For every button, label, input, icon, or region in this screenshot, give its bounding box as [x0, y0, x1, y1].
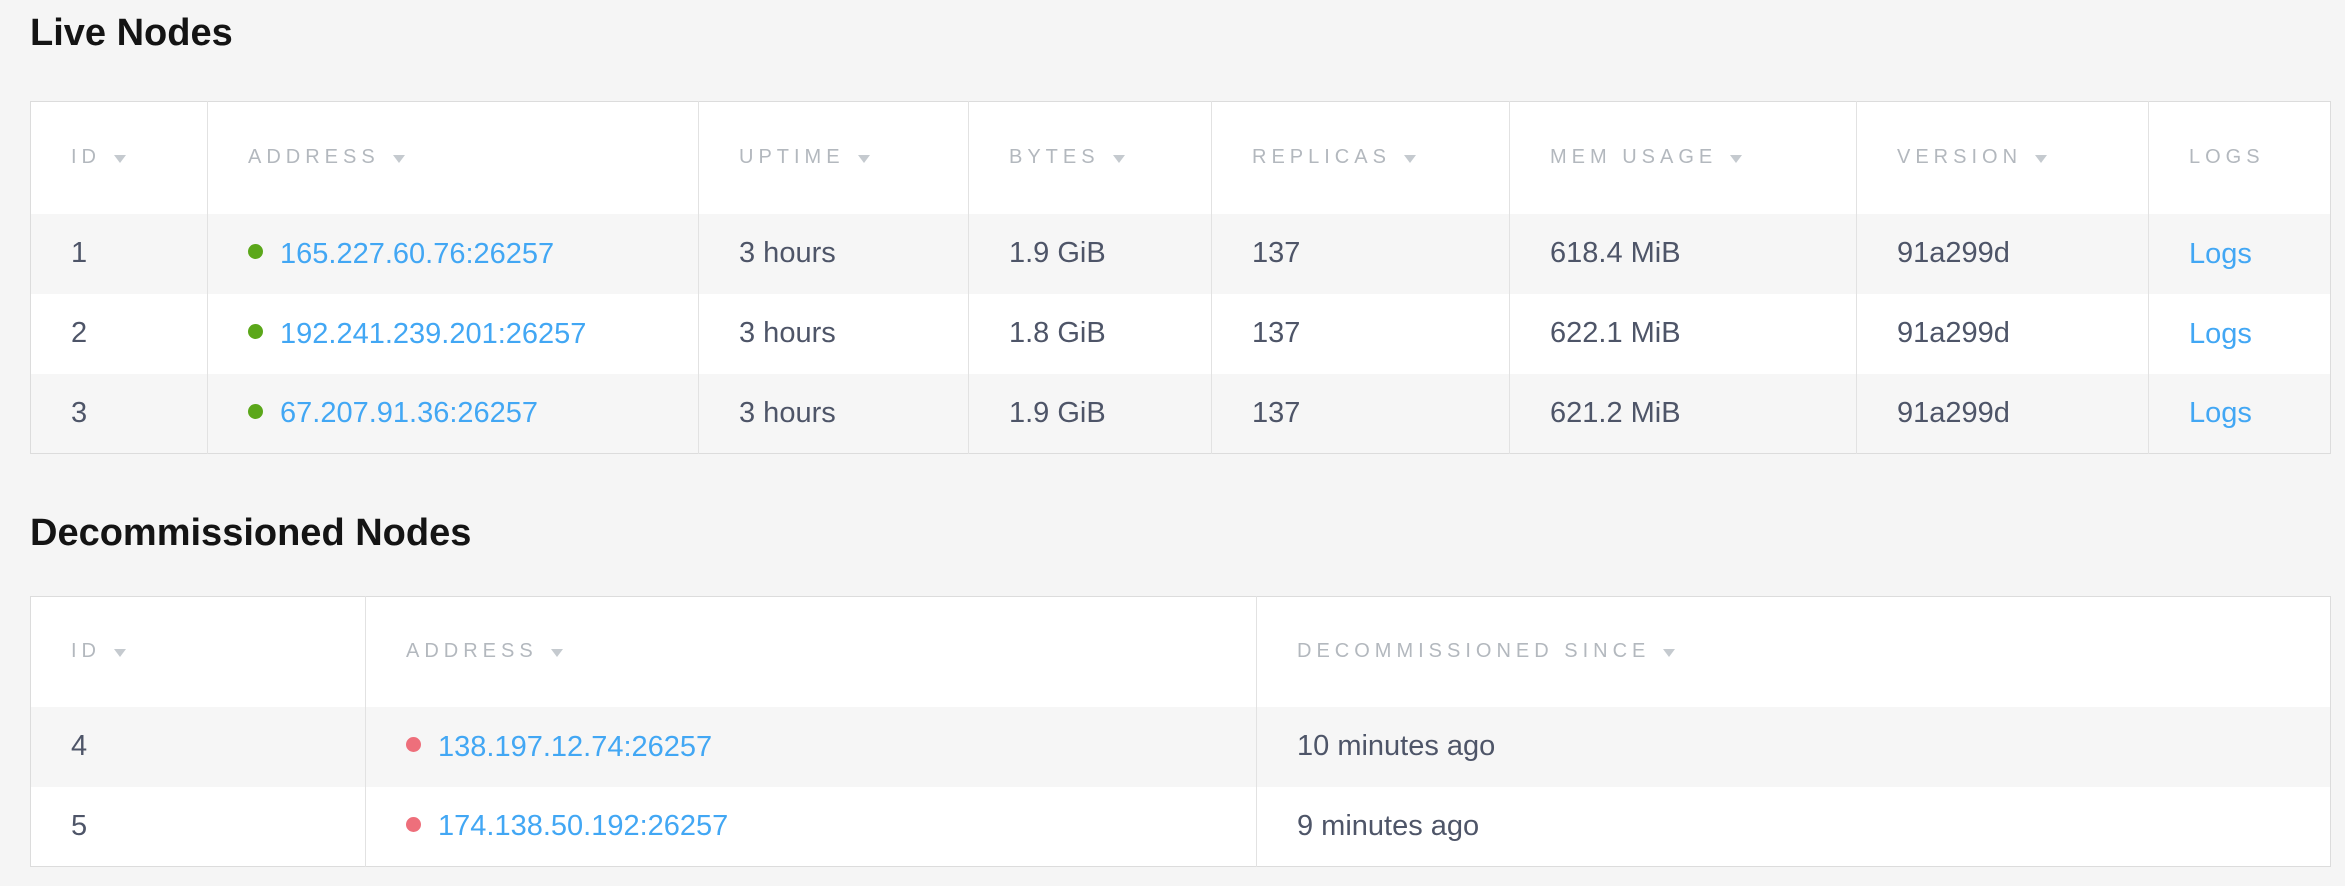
bytes-cell: 1.8 GiB	[968, 293, 1212, 374]
sort-desc-icon	[114, 154, 126, 163]
live-table-header-row: ID ADDRESS UPTIME BYTES REPLICAS MEM USA…	[30, 101, 2331, 214]
sort-desc-icon	[1730, 154, 1743, 163]
column-header-mem-usage[interactable]: MEM USAGE	[1509, 101, 1857, 214]
column-header-address[interactable]: ADDRESS	[365, 596, 1257, 707]
column-header-label: REPLICAS	[1252, 146, 1391, 169]
table-row: 4 138.197.12.74:26257 10 minutes ago	[30, 706, 2331, 787]
node-address-link[interactable]: 192.241.239.201:26257	[280, 317, 587, 350]
mem-usage-cell: 618.4 MiB	[1509, 213, 1857, 294]
live-nodes-table: ID ADDRESS UPTIME BYTES REPLICAS MEM USA…	[30, 101, 2331, 454]
uptime-cell: 3 hours	[698, 373, 969, 454]
decommissioned-nodes-table: ID ADDRESS DECOMMISSIONED SINCE 4 138.19…	[30, 596, 2331, 867]
column-header-label: ADDRESS	[406, 640, 538, 663]
column-header-id[interactable]: ID	[30, 101, 208, 214]
column-header-version[interactable]: VERSION	[1856, 101, 2149, 214]
node-id-cell: 3	[71, 396, 88, 429]
decommissioned-since-cell: 10 minutes ago	[1256, 706, 2331, 787]
node-id-cell: 5	[71, 809, 88, 842]
node-id-cell: 1	[71, 237, 88, 269]
sort-desc-icon	[1403, 154, 1416, 163]
sort-desc-icon	[1663, 648, 1676, 657]
version-cell: 91a299d	[1856, 293, 2149, 374]
table-row: 3 67.207.91.36:26257 3 hours 1.9 GiB 137…	[30, 373, 2331, 454]
column-header-uptime[interactable]: UPTIME	[698, 101, 969, 214]
sort-desc-icon	[857, 154, 870, 163]
column-header-label: VERSION	[1897, 146, 2023, 169]
sort-desc-icon	[392, 154, 405, 163]
node-address-link[interactable]: 67.207.91.36:26257	[280, 397, 539, 430]
table-row: 5 174.138.50.192:26257 9 minutes ago	[30, 786, 2331, 867]
column-header-label: ID	[71, 146, 101, 169]
decommissioned-status-dot-icon	[406, 737, 421, 753]
version-cell: 91a299d	[1856, 213, 2149, 294]
table-row: 2 192.241.239.201:26257 3 hours 1.8 GiB …	[30, 293, 2331, 374]
bytes-cell: 1.9 GiB	[968, 373, 1212, 454]
logs-link[interactable]: Logs	[2189, 317, 2252, 350]
logs-cell: Logs	[2148, 373, 2331, 454]
logs-link[interactable]: Logs	[2189, 237, 2252, 270]
node-address-link[interactable]: 165.227.60.76:26257	[280, 237, 555, 270]
node-address-cell: 192.241.239.201:26257	[207, 293, 699, 374]
column-header-label: LOGS	[2189, 146, 2265, 169]
column-header-address[interactable]: ADDRESS	[207, 101, 699, 214]
column-header-bytes[interactable]: BYTES	[968, 101, 1212, 214]
node-address-link[interactable]: 138.197.12.74:26257	[438, 730, 713, 763]
mem-usage-cell: 621.2 MiB	[1509, 373, 1857, 454]
node-address-cell: 165.227.60.76:26257	[207, 213, 699, 294]
replicas-cell: 137	[1211, 293, 1510, 374]
sort-desc-icon	[550, 648, 563, 657]
column-header-label: ID	[71, 640, 101, 663]
column-header-replicas[interactable]: REPLICAS	[1211, 101, 1510, 214]
node-address-cell: 67.207.91.36:26257	[207, 373, 699, 454]
column-header-label: UPTIME	[739, 146, 845, 169]
logs-cell: Logs	[2148, 213, 2331, 294]
column-header-label: ADDRESS	[248, 146, 380, 169]
sort-desc-icon	[114, 648, 126, 657]
column-header-id[interactable]: ID	[30, 596, 366, 707]
live-nodes-title: Live Nodes	[30, 12, 233, 54]
node-id-cell: 4	[71, 730, 88, 762]
node-address-cell: 138.197.12.74:26257	[365, 706, 1257, 787]
decommissioned-since-cell: 9 minutes ago	[1256, 786, 2331, 867]
uptime-cell: 3 hours	[698, 213, 969, 294]
column-header-decommissioned-since[interactable]: DECOMMISSIONED SINCE	[1256, 596, 2331, 707]
replicas-cell: 137	[1211, 373, 1510, 454]
column-header-logs: LOGS	[2148, 101, 2331, 214]
column-header-label: MEM USAGE	[1550, 146, 1718, 169]
live-status-dot-icon	[248, 324, 263, 340]
decommissioned-status-dot-icon	[406, 817, 421, 833]
table-row: 1 165.227.60.76:26257 3 hours 1.9 GiB 13…	[30, 213, 2331, 294]
version-cell: 91a299d	[1856, 373, 2149, 454]
decommissioned-table-header-row: ID ADDRESS DECOMMISSIONED SINCE	[30, 596, 2331, 707]
live-status-dot-icon	[248, 404, 263, 420]
nodes-page: Live Nodes ID ADDRESS UPTIME BYTES REPLI…	[30, 12, 2331, 867]
replicas-cell: 137	[1211, 213, 1510, 294]
logs-link[interactable]: Logs	[2189, 397, 2252, 430]
column-header-label: BYTES	[1009, 146, 1100, 169]
live-status-dot-icon	[248, 244, 263, 260]
sort-desc-icon	[1112, 154, 1125, 163]
node-address-link[interactable]: 174.138.50.192:26257	[438, 810, 729, 843]
logs-cell: Logs	[2148, 293, 2331, 374]
node-id-cell: 2	[71, 317, 88, 349]
bytes-cell: 1.9 GiB	[968, 213, 1212, 294]
uptime-cell: 3 hours	[698, 293, 969, 374]
decommissioned-nodes-title: Decommissioned Nodes	[30, 512, 472, 554]
sort-desc-icon	[2035, 154, 2048, 163]
mem-usage-cell: 622.1 MiB	[1509, 293, 1857, 374]
column-header-label: DECOMMISSIONED SINCE	[1297, 640, 1651, 663]
node-address-cell: 174.138.50.192:26257	[365, 786, 1257, 867]
